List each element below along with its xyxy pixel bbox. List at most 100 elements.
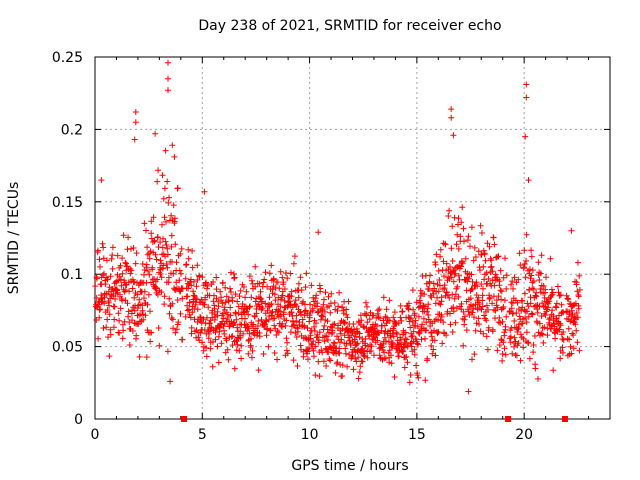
data-point (507, 339, 514, 346)
data-point (414, 340, 421, 347)
data-point (503, 285, 510, 292)
data-point (177, 250, 184, 257)
data-point (242, 294, 249, 301)
data-point (132, 119, 139, 126)
data-point (416, 297, 423, 304)
data-point (186, 299, 193, 306)
data-point (547, 255, 554, 262)
data-point (199, 339, 206, 346)
x-tick-label: 0 (91, 427, 100, 443)
data-point (428, 333, 435, 340)
data-point (530, 349, 537, 356)
data-point (125, 308, 132, 315)
data-point (143, 227, 149, 234)
data-point (448, 114, 455, 121)
data-point (523, 231, 530, 238)
data-point (520, 344, 527, 351)
data-point (234, 298, 241, 305)
data-point (524, 308, 531, 315)
data-point (537, 270, 544, 277)
data-point (549, 307, 556, 314)
data-point (165, 199, 172, 206)
data-point (362, 335, 369, 342)
data-point (306, 318, 313, 325)
data-point (184, 302, 191, 309)
data-point (170, 270, 177, 277)
data-point (106, 353, 113, 360)
data-point (328, 290, 335, 297)
data-point (438, 298, 445, 305)
data-point (129, 328, 136, 334)
data-point (170, 325, 177, 332)
data-point (556, 326, 563, 333)
data-point (156, 342, 163, 349)
data-point (355, 354, 362, 361)
data-point (194, 262, 201, 269)
data-point (476, 321, 482, 328)
data-point (383, 306, 390, 313)
data-point (470, 257, 477, 264)
data-point (314, 333, 321, 340)
data-point (458, 300, 465, 307)
data-point (512, 338, 519, 345)
data-point (275, 307, 282, 314)
data-point (343, 306, 350, 313)
data-point (109, 265, 116, 272)
data-point (509, 278, 516, 285)
data-point (293, 334, 300, 340)
data-point (374, 337, 381, 344)
data-point (344, 314, 351, 321)
data-point (411, 351, 418, 358)
data-point (146, 255, 153, 262)
data-point (296, 319, 303, 326)
data-point (277, 303, 284, 310)
data-point (234, 341, 241, 348)
data-point (338, 336, 345, 343)
data-point (274, 356, 281, 363)
data-point (492, 307, 499, 314)
data-point (128, 267, 135, 274)
data-point (302, 307, 309, 314)
data-point (460, 308, 467, 315)
data-point (575, 259, 581, 266)
data-point (414, 323, 421, 330)
data-point (552, 303, 559, 310)
data-point (539, 331, 546, 338)
data-point (415, 313, 422, 320)
data-point (481, 312, 488, 319)
data-point (514, 299, 521, 306)
data-point (541, 324, 548, 331)
data-point (565, 325, 572, 332)
data-point (523, 94, 530, 101)
data-point (575, 305, 582, 312)
data-point (218, 297, 225, 304)
data-point (283, 317, 290, 324)
data-point (491, 241, 498, 248)
data-point (228, 269, 234, 276)
data-point (246, 330, 253, 337)
data-point (442, 292, 449, 299)
data-point (526, 355, 533, 362)
data-point (178, 245, 185, 252)
data-point (246, 273, 253, 280)
data-point (388, 334, 394, 341)
data-point (186, 306, 193, 313)
data-point (172, 241, 179, 248)
data-point (141, 271, 147, 278)
data-point (279, 320, 286, 327)
data-point (251, 331, 258, 338)
data-point (311, 328, 318, 334)
data-point (412, 336, 419, 343)
data-point (169, 142, 176, 149)
data-point (268, 301, 275, 307)
data-point (324, 326, 331, 333)
data-point (359, 358, 366, 365)
data-point (361, 353, 368, 360)
data-point (291, 253, 298, 260)
data-point (492, 271, 499, 278)
data-point (260, 279, 267, 286)
data-point (326, 356, 333, 362)
data-point (265, 343, 272, 350)
data-point (568, 227, 575, 234)
data-point (471, 314, 477, 321)
